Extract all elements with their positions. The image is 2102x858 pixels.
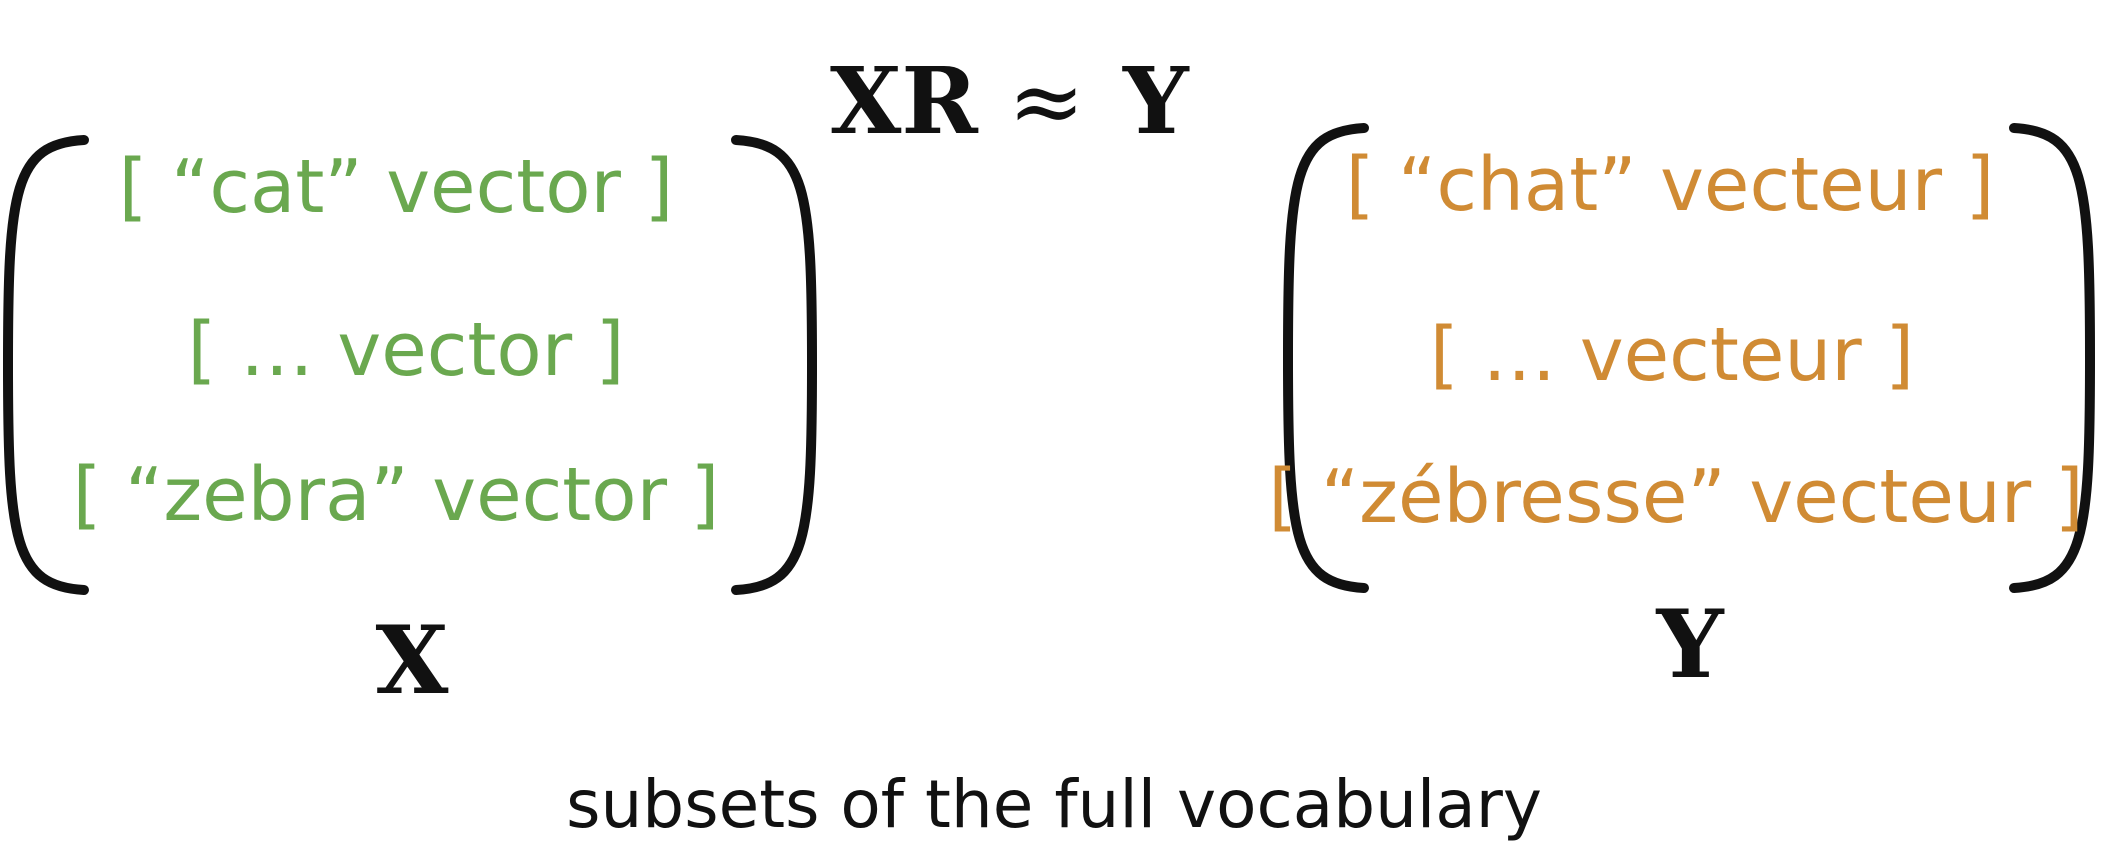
matrix-x-label: X bbox=[375, 606, 449, 716]
matrix-y-row-1: [ “chat” vecteur ] bbox=[1345, 142, 1995, 228]
matrix-x-left-bracket bbox=[2, 135, 89, 595]
equation-rhs: Y bbox=[1122, 47, 1189, 155]
matrix-x-row-2: [ … vector ] bbox=[187, 307, 625, 393]
approx-operator: ≈ bbox=[1007, 48, 1085, 155]
matrix-y-label: Y bbox=[1656, 590, 1724, 700]
matrix-y-right-bracket bbox=[2009, 123, 2096, 593]
matrix-y-left-bracket bbox=[1282, 123, 1369, 593]
matrix-x-row-3: [ “zebra” vector ] bbox=[72, 452, 720, 538]
matrix-x-right-bracket bbox=[731, 135, 818, 595]
caption: subsets of the full vocabulary bbox=[566, 766, 1542, 843]
matrix-y-row-3: [ “zébresse” vecteur ] bbox=[1268, 454, 2084, 540]
equation: XR ≈ Y bbox=[830, 55, 1189, 148]
equation-lhs: XR bbox=[830, 47, 978, 155]
matrix-x-row-1: [ “cat” vector ] bbox=[118, 144, 674, 230]
matrix-y-row-2: [ … vecteur ] bbox=[1429, 312, 1915, 398]
